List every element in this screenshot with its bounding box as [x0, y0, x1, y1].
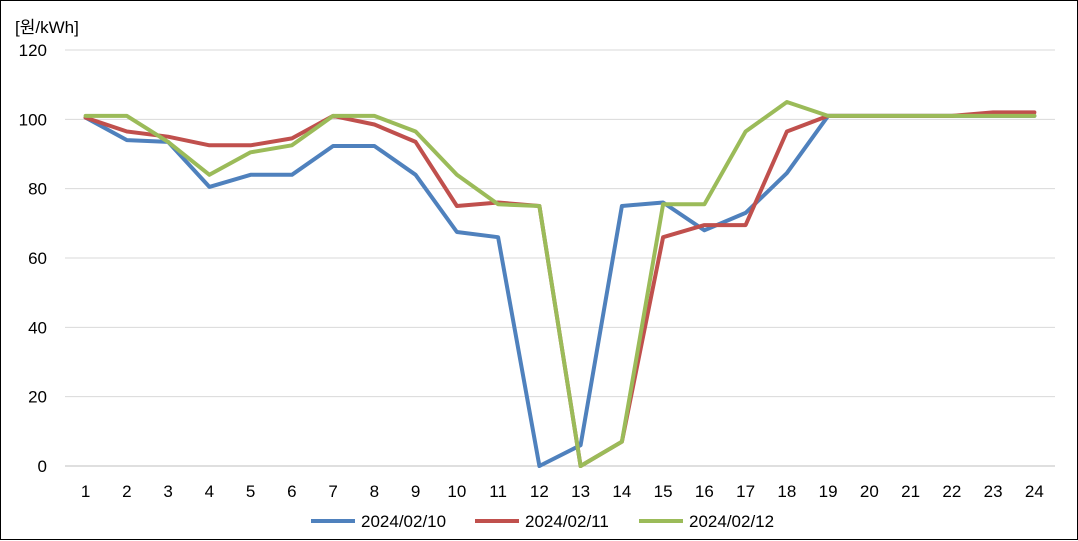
y-tick-label: 60	[28, 249, 47, 268]
y-tick-label: 100	[19, 110, 47, 129]
x-tick-label: 15	[654, 482, 673, 501]
x-tick-label: 4	[205, 482, 214, 501]
legend: 2024/02/10 2024/02/11 2024/02/12	[311, 512, 774, 531]
x-tick-label: 18	[777, 482, 796, 501]
y-tick-label: 20	[28, 388, 47, 407]
legend-label: 2024/02/12	[689, 512, 774, 531]
x-tick-label: 24	[1025, 482, 1044, 501]
x-tick-label: 23	[984, 482, 1003, 501]
x-tick-label: 16	[695, 482, 714, 501]
y-tick-label: 40	[28, 318, 47, 337]
x-tick-label: 17	[736, 482, 755, 501]
legend-label: 2024/02/11	[525, 512, 609, 531]
y-tick-label: 0	[38, 457, 47, 476]
x-tick-label: 6	[287, 482, 296, 501]
x-tick-label: 10	[447, 482, 466, 501]
x-tick-label: 9	[411, 482, 420, 501]
x-tick-label: 20	[860, 482, 879, 501]
series-lines	[83, 100, 1037, 468]
y-tick-label: 120	[19, 41, 47, 60]
gridlines	[65, 49, 1055, 467]
x-tick-label: 3	[163, 482, 172, 501]
x-tick-labels: 1 2 3 4 5 6 7 8 9 10 11 12 13 14 15 16 17 18 19 20 21 22 23 24	[81, 482, 1044, 501]
x-tick-label: 7	[328, 482, 337, 501]
x-tick-label: 21	[901, 482, 920, 501]
y-tick-label: 80	[28, 180, 47, 199]
x-tick-label: 22	[942, 482, 961, 501]
x-tick-label: 13	[571, 482, 590, 501]
y-axis-label: [원/kWh]	[15, 18, 79, 37]
x-tick-label: 8	[370, 482, 379, 501]
x-tick-label: 2	[122, 482, 131, 501]
y-tick-labels: 0 20 40 60 80 100 120	[19, 41, 47, 476]
x-tick-label: 12	[530, 482, 549, 501]
series-line	[83, 100, 1037, 468]
series-line	[83, 113, 1037, 468]
x-tick-label: 1	[81, 482, 90, 501]
x-tick-label: 19	[819, 482, 838, 501]
x-tick-label: 11	[489, 482, 507, 501]
legend-label: 2024/02/10	[361, 512, 446, 531]
x-tick-label: 5	[246, 482, 255, 501]
x-tick-label: 14	[612, 482, 631, 501]
